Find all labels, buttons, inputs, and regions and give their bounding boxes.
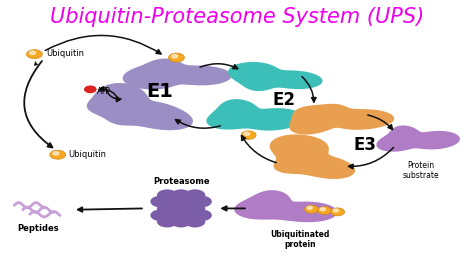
- Circle shape: [307, 206, 312, 209]
- Text: Ubiquitinated
protein: Ubiquitinated protein: [270, 230, 329, 249]
- Circle shape: [150, 196, 171, 207]
- Polygon shape: [228, 62, 322, 91]
- Circle shape: [185, 189, 205, 201]
- Circle shape: [320, 208, 325, 211]
- Text: Proteasome: Proteasome: [153, 177, 210, 186]
- Circle shape: [157, 189, 177, 201]
- Circle shape: [85, 86, 96, 93]
- Circle shape: [304, 205, 319, 213]
- Circle shape: [157, 216, 177, 227]
- Circle shape: [318, 207, 331, 214]
- Circle shape: [150, 209, 171, 221]
- Circle shape: [53, 152, 59, 155]
- Text: E2: E2: [272, 91, 295, 109]
- Text: Ubiquitin-Proteasome System (UPS): Ubiquitin-Proteasome System (UPS): [50, 7, 424, 27]
- Circle shape: [157, 203, 177, 214]
- Polygon shape: [289, 104, 394, 135]
- Circle shape: [330, 208, 345, 216]
- Circle shape: [29, 51, 36, 55]
- Text: ATP: ATP: [97, 87, 111, 96]
- Circle shape: [244, 132, 250, 135]
- Circle shape: [164, 196, 184, 207]
- Circle shape: [50, 150, 65, 159]
- Circle shape: [169, 53, 184, 62]
- Text: Protein
substrate: Protein substrate: [402, 161, 439, 180]
- Text: Peptides: Peptides: [17, 224, 58, 233]
- Circle shape: [172, 55, 178, 58]
- Circle shape: [191, 209, 212, 221]
- Circle shape: [191, 196, 212, 207]
- Text: E1: E1: [147, 82, 173, 102]
- Polygon shape: [123, 59, 232, 89]
- Circle shape: [171, 216, 191, 227]
- Circle shape: [185, 203, 205, 214]
- Circle shape: [178, 209, 198, 221]
- Circle shape: [164, 209, 184, 221]
- Circle shape: [178, 196, 198, 207]
- Text: Ubiquitin: Ubiquitin: [68, 150, 106, 159]
- Circle shape: [27, 50, 42, 59]
- Circle shape: [241, 131, 256, 139]
- Text: E3: E3: [354, 136, 376, 154]
- Polygon shape: [87, 83, 193, 130]
- Polygon shape: [376, 126, 460, 152]
- Circle shape: [333, 209, 338, 212]
- Text: Ubiquitin: Ubiquitin: [46, 49, 84, 58]
- Polygon shape: [206, 99, 303, 131]
- Polygon shape: [234, 190, 337, 222]
- Circle shape: [171, 203, 191, 214]
- Circle shape: [185, 216, 205, 227]
- Polygon shape: [270, 134, 355, 179]
- Circle shape: [171, 189, 191, 201]
